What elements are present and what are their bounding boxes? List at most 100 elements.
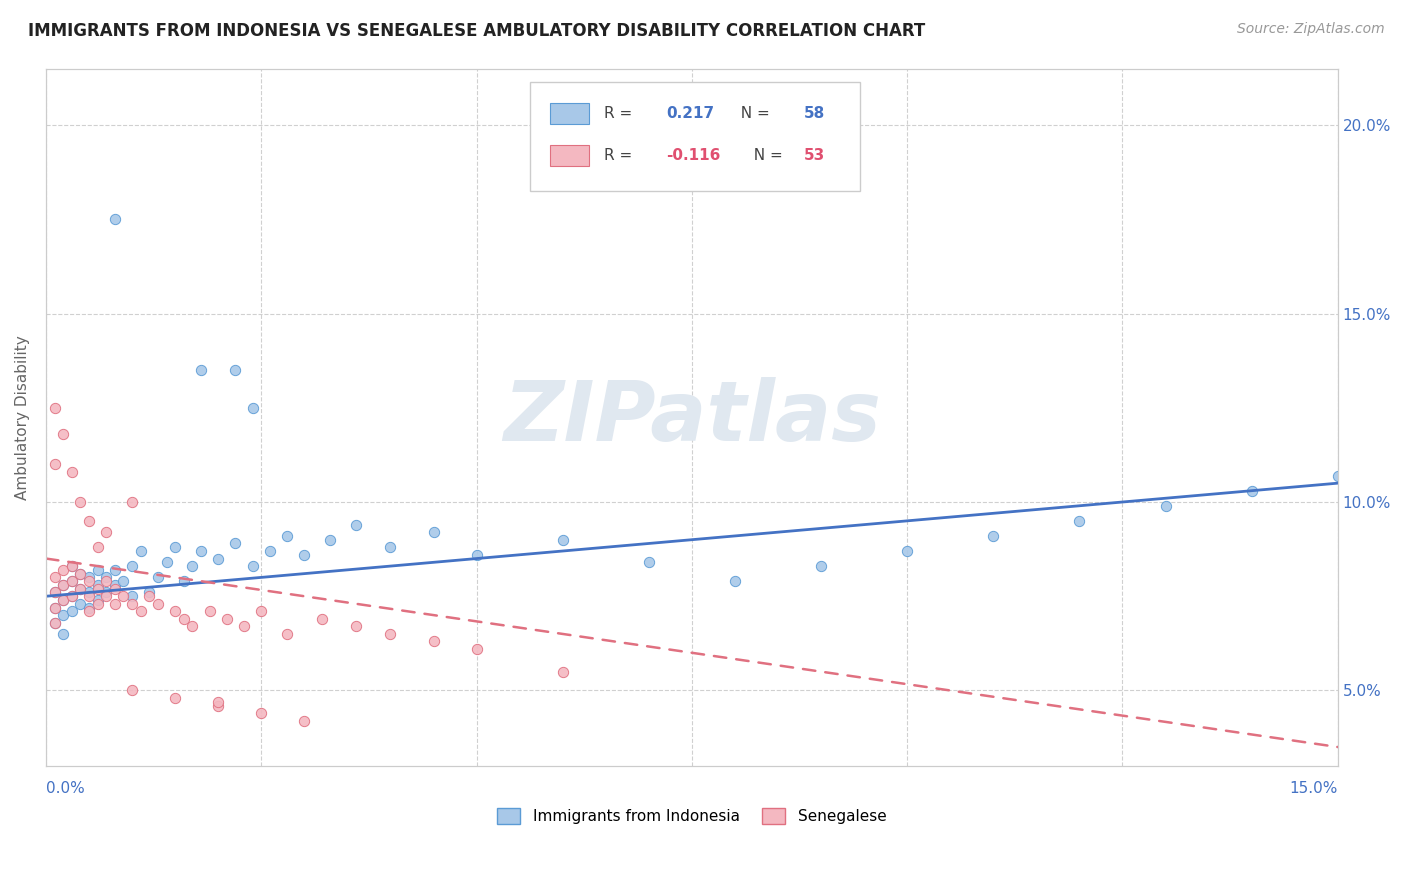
Point: [52, 427, 75, 442]
Point: [44, 458, 66, 472]
Point: [724, 574, 747, 589]
Point: [155, 555, 177, 569]
Point: [77, 514, 100, 528]
Point: [215, 612, 238, 626]
Point: [44, 600, 66, 615]
Text: 15.0%: 15.0%: [1289, 781, 1337, 796]
Point: [86, 563, 108, 577]
Point: [173, 612, 195, 626]
Point: [52, 578, 75, 592]
Point: [198, 604, 221, 618]
Point: [810, 559, 832, 574]
Point: [52, 608, 75, 623]
Point: [77, 600, 100, 615]
Point: [96, 570, 118, 584]
Point: [224, 363, 246, 377]
Point: [77, 570, 100, 584]
Text: 0.217: 0.217: [666, 106, 714, 121]
Point: [69, 582, 91, 596]
Text: IMMIGRANTS FROM INDONESIA VS SENEGALESE AMBULATORY DISABILITY CORRELATION CHART: IMMIGRANTS FROM INDONESIA VS SENEGALESE …: [28, 22, 925, 40]
Point: [319, 533, 342, 547]
Point: [422, 634, 444, 648]
Point: [44, 600, 66, 615]
Point: [224, 536, 246, 550]
Point: [96, 585, 118, 599]
Point: [190, 544, 212, 558]
Point: [44, 615, 66, 630]
Point: [138, 589, 160, 603]
Text: Source: ZipAtlas.com: Source: ZipAtlas.com: [1237, 22, 1385, 37]
Text: R =: R =: [605, 106, 637, 121]
Point: [60, 465, 83, 479]
Point: [44, 585, 66, 599]
Y-axis label: Ambulatory Disability: Ambulatory Disability: [15, 334, 30, 500]
Point: [52, 627, 75, 641]
Point: [165, 604, 187, 618]
Point: [422, 525, 444, 540]
Point: [121, 589, 143, 603]
Point: [250, 706, 273, 720]
Point: [1154, 499, 1177, 513]
Point: [86, 540, 108, 554]
Point: [146, 597, 169, 611]
Point: [276, 627, 298, 641]
Point: [207, 698, 229, 713]
Text: 0.0%: 0.0%: [46, 781, 84, 796]
Point: [121, 495, 143, 509]
Point: [69, 566, 91, 581]
Point: [60, 589, 83, 603]
Point: [121, 559, 143, 574]
Point: [146, 570, 169, 584]
Point: [138, 585, 160, 599]
Point: [77, 604, 100, 618]
Point: [77, 589, 100, 603]
Point: [207, 695, 229, 709]
Point: [112, 574, 135, 589]
Point: [276, 529, 298, 543]
Point: [77, 585, 100, 599]
Point: [86, 582, 108, 596]
Point: [44, 615, 66, 630]
Point: [165, 540, 187, 554]
Point: [96, 574, 118, 589]
Point: [896, 544, 918, 558]
Point: [60, 589, 83, 603]
Point: [344, 517, 367, 532]
Point: [181, 619, 204, 633]
Point: [344, 619, 367, 633]
Text: R =: R =: [605, 148, 637, 163]
Point: [311, 612, 333, 626]
Point: [44, 570, 66, 584]
Point: [121, 597, 143, 611]
Point: [60, 574, 83, 589]
Point: [121, 683, 143, 698]
Point: [104, 582, 127, 596]
Point: [380, 540, 402, 554]
Point: [60, 559, 83, 574]
Point: [181, 559, 204, 574]
Point: [637, 555, 659, 569]
Text: 58: 58: [804, 106, 825, 121]
Point: [1240, 483, 1263, 498]
Point: [292, 714, 315, 728]
Point: [129, 604, 152, 618]
Point: [380, 627, 402, 641]
Point: [60, 574, 83, 589]
Point: [69, 566, 91, 581]
Point: [981, 529, 1004, 543]
Text: N =: N =: [731, 106, 775, 121]
Point: [165, 691, 187, 706]
FancyBboxPatch shape: [550, 103, 589, 124]
Point: [112, 589, 135, 603]
Point: [242, 559, 264, 574]
Point: [104, 563, 127, 577]
Legend: Immigrants from Indonesia, Senegalese: Immigrants from Indonesia, Senegalese: [498, 808, 886, 824]
Point: [233, 619, 256, 633]
Point: [60, 559, 83, 574]
Point: [292, 548, 315, 562]
Point: [60, 604, 83, 618]
Point: [1069, 514, 1091, 528]
Point: [1326, 468, 1348, 483]
Point: [86, 593, 108, 607]
Point: [86, 597, 108, 611]
